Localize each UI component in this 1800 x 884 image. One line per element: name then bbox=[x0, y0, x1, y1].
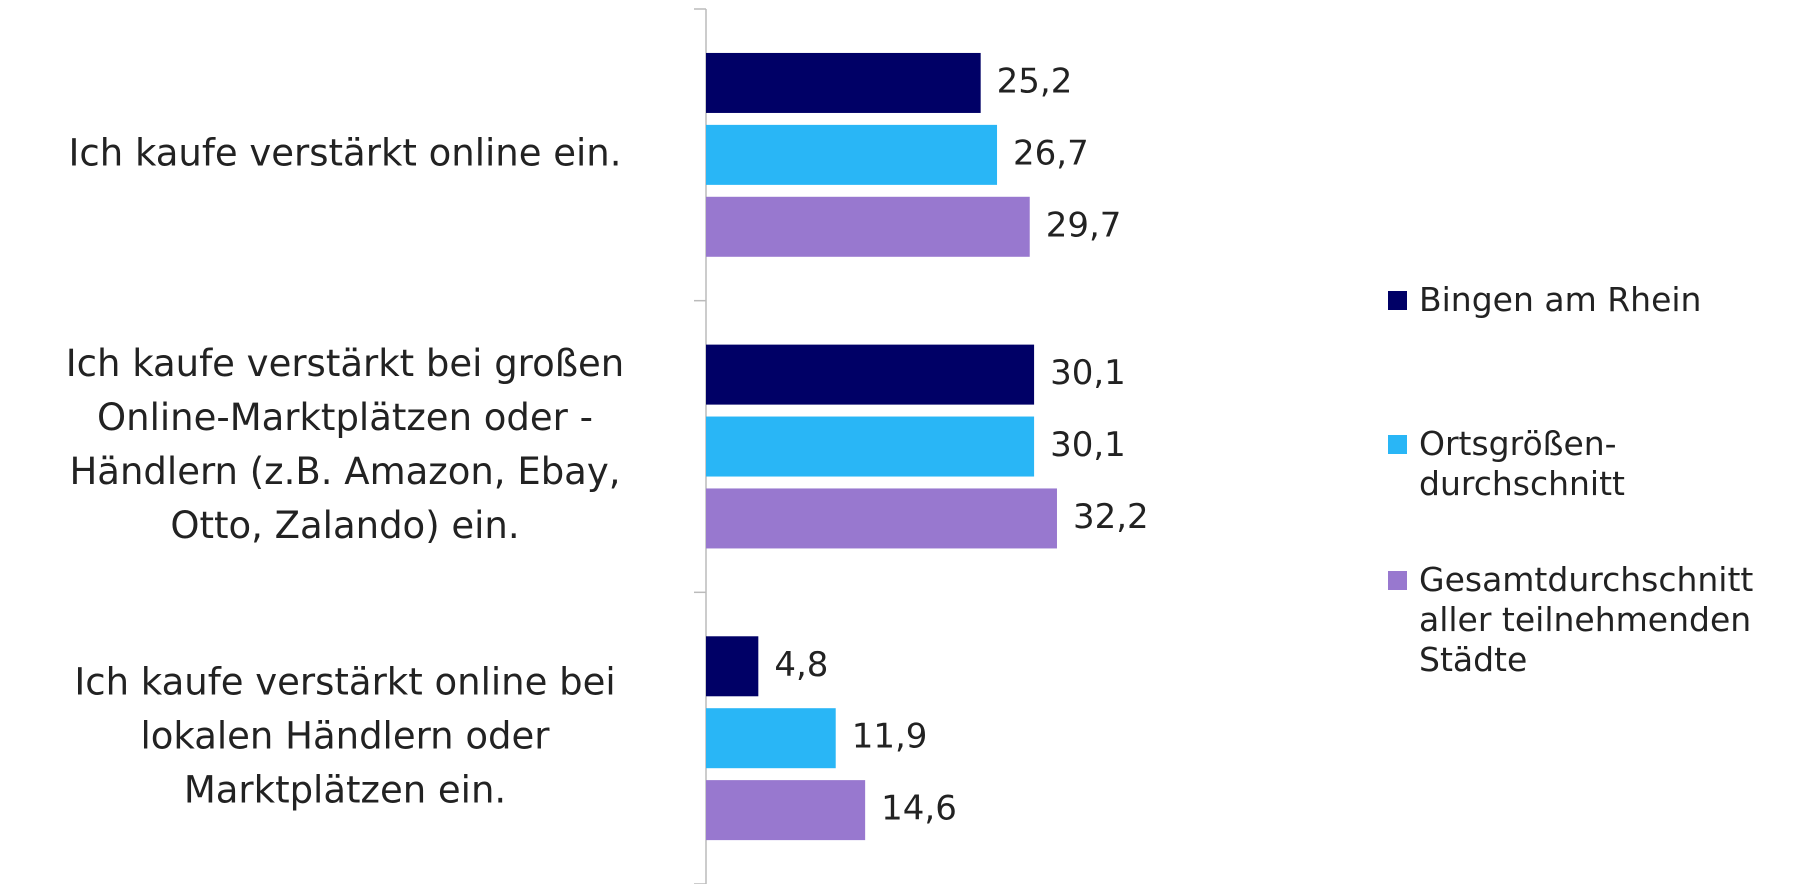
value-label: 29,7 bbox=[1046, 205, 1122, 245]
legend-label: Ortsgrößen-durchschnitt bbox=[1419, 424, 1625, 503]
bar bbox=[706, 196, 1030, 257]
bar bbox=[706, 488, 1057, 549]
category-label: Ich kaufe verstärkt online ein. bbox=[68, 131, 621, 174]
legend-item: Bingen am Rhein bbox=[1388, 280, 1783, 320]
value-label: 30,1 bbox=[1050, 425, 1126, 465]
bar bbox=[706, 780, 866, 841]
category-label: lokalen Händlern oder bbox=[141, 715, 551, 758]
value-label: 32,2 bbox=[1073, 497, 1149, 537]
legend-swatch bbox=[1388, 291, 1407, 310]
value-label: 30,1 bbox=[1050, 353, 1126, 393]
category-label: Otto, Zalando) ein. bbox=[170, 504, 519, 547]
bar bbox=[706, 124, 998, 185]
bar bbox=[706, 708, 836, 769]
category-label: Händlern (z.B. Amazon, Ebay, bbox=[69, 450, 620, 493]
bar bbox=[706, 344, 1035, 405]
value-label: 26,7 bbox=[1013, 133, 1089, 173]
category-label: Marktplätzen ein. bbox=[184, 769, 506, 812]
bar bbox=[706, 52, 981, 113]
legend-item: Ortsgrößen-durchschnitt bbox=[1388, 424, 1783, 504]
bar bbox=[706, 636, 759, 697]
category-label: Ich kaufe verstärkt online bei bbox=[74, 661, 615, 704]
legend-swatch bbox=[1388, 435, 1407, 454]
value-label: 11,9 bbox=[852, 717, 928, 757]
legend-label: Gesamtdurchschnitt aller teilnehmenden S… bbox=[1419, 560, 1754, 679]
value-label: 4,8 bbox=[774, 645, 828, 685]
value-label: 25,2 bbox=[997, 61, 1073, 101]
legend-item: Gesamtdurchschnitt aller teilnehmenden S… bbox=[1388, 560, 1783, 680]
category-label: Ich kaufe verstärkt bei großen bbox=[66, 342, 625, 385]
value-label: 14,6 bbox=[881, 789, 957, 829]
category-label: Online-Marktplätzen oder - bbox=[97, 396, 593, 439]
legend-swatch bbox=[1388, 571, 1407, 590]
legend-label: Bingen am Rhein bbox=[1419, 280, 1702, 319]
bar bbox=[706, 416, 1035, 477]
